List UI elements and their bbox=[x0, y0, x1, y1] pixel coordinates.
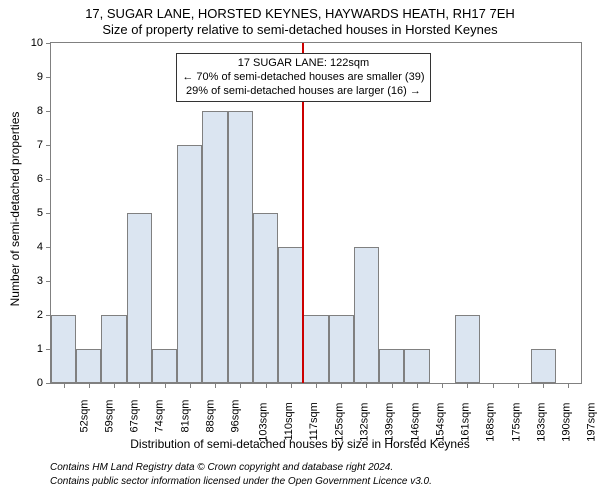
histogram-bar bbox=[51, 315, 76, 383]
annotation-line-3: 29% of semi-detached houses are larger (… bbox=[182, 85, 424, 99]
x-tick-mark bbox=[266, 383, 267, 388]
x-tick-label: 88sqm bbox=[196, 400, 216, 433]
x-tick-mark bbox=[240, 383, 241, 388]
x-tick-label: 81sqm bbox=[171, 400, 191, 433]
annotation-line-2: ← 70% of semi-detached houses are smalle… bbox=[182, 71, 424, 85]
x-tick-mark bbox=[215, 383, 216, 388]
x-tick-mark bbox=[442, 383, 443, 388]
x-tick-label: 74sqm bbox=[146, 400, 166, 433]
x-tick-label: 139sqm bbox=[376, 403, 396, 442]
x-tick-mark bbox=[467, 383, 468, 388]
chart-root: 17, SUGAR LANE, HORSTED KEYNES, HAYWARDS… bbox=[0, 0, 600, 500]
x-tick-mark bbox=[417, 383, 418, 388]
x-tick-label: 117sqm bbox=[300, 402, 320, 440]
histogram-bar bbox=[177, 145, 202, 383]
histogram-bar bbox=[379, 349, 404, 383]
y-tick-mark bbox=[46, 383, 51, 384]
x-tick-mark bbox=[316, 383, 317, 388]
x-tick-mark bbox=[543, 383, 544, 388]
footer-line-2: Contains public sector information licen… bbox=[50, 476, 432, 487]
histogram-bar bbox=[76, 349, 101, 383]
x-tick-mark bbox=[89, 383, 90, 388]
x-tick-label: 161sqm bbox=[452, 403, 472, 442]
chart-title-2: Size of property relative to semi-detach… bbox=[0, 22, 600, 37]
y-tick-mark bbox=[46, 145, 51, 146]
x-tick-label: 132sqm bbox=[351, 403, 371, 442]
footer-line-1: Contains HM Land Registry data © Crown c… bbox=[50, 462, 393, 473]
plot-area: 01234567891052sqm59sqm67sqm74sqm81sqm88s… bbox=[50, 42, 582, 384]
y-tick-mark bbox=[46, 43, 51, 44]
x-tick-label: 103sqm bbox=[250, 403, 270, 442]
histogram-bar bbox=[202, 111, 227, 383]
histogram-bar bbox=[127, 213, 152, 383]
x-tick-label: 59sqm bbox=[95, 400, 115, 433]
histogram-bar bbox=[278, 247, 303, 383]
x-tick-mark bbox=[64, 383, 65, 388]
x-tick-mark bbox=[518, 383, 519, 388]
x-tick-label: 125sqm bbox=[326, 403, 346, 442]
histogram-bar bbox=[101, 315, 126, 383]
x-tick-mark bbox=[114, 383, 115, 388]
x-tick-mark bbox=[139, 383, 140, 388]
y-tick-mark bbox=[46, 179, 51, 180]
y-tick-mark bbox=[46, 111, 51, 112]
histogram-bar bbox=[253, 213, 278, 383]
y-tick-mark bbox=[46, 247, 51, 248]
x-tick-mark bbox=[493, 383, 494, 388]
x-tick-mark bbox=[341, 383, 342, 388]
histogram-bar bbox=[455, 315, 480, 383]
x-tick-label: 154sqm bbox=[427, 403, 447, 442]
histogram-bar bbox=[228, 111, 253, 383]
histogram-bar bbox=[404, 349, 429, 383]
x-tick-mark bbox=[568, 383, 569, 388]
x-tick-label: 110sqm bbox=[275, 402, 295, 440]
histogram-bar bbox=[329, 315, 354, 383]
x-tick-label: 197sqm bbox=[578, 403, 598, 442]
x-tick-label: 175sqm bbox=[502, 403, 522, 442]
annotation-box: 17 SUGAR LANE: 122sqm← 70% of semi-detac… bbox=[176, 53, 430, 102]
x-tick-mark bbox=[190, 383, 191, 388]
histogram-bar bbox=[531, 349, 556, 383]
y-tick-mark bbox=[46, 213, 51, 214]
x-tick-label: 183sqm bbox=[527, 403, 547, 442]
x-tick-label: 190sqm bbox=[553, 403, 573, 442]
histogram-bar bbox=[303, 315, 328, 383]
x-tick-mark bbox=[291, 383, 292, 388]
x-axis-label: Distribution of semi-detached houses by … bbox=[0, 437, 600, 451]
x-tick-mark bbox=[165, 383, 166, 388]
x-tick-label: 168sqm bbox=[477, 403, 497, 442]
y-tick-mark bbox=[46, 77, 51, 78]
y-tick-mark bbox=[46, 281, 51, 282]
annotation-line-1: 17 SUGAR LANE: 122sqm bbox=[182, 57, 424, 71]
x-tick-label: 146sqm bbox=[401, 403, 421, 442]
histogram-bar bbox=[152, 349, 177, 383]
x-tick-label: 96sqm bbox=[222, 400, 242, 433]
x-tick-mark bbox=[392, 383, 393, 388]
x-tick-label: 67sqm bbox=[121, 400, 141, 433]
chart-title-1: 17, SUGAR LANE, HORSTED KEYNES, HAYWARDS… bbox=[0, 6, 600, 21]
x-tick-mark bbox=[366, 383, 367, 388]
x-tick-label: 52sqm bbox=[70, 400, 90, 433]
histogram-bar bbox=[354, 247, 379, 383]
